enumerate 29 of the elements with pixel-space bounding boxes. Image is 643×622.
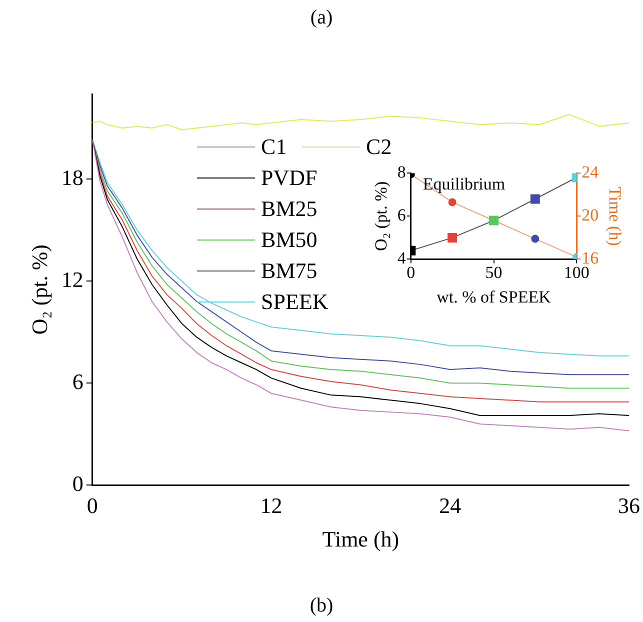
legend-label: SPEEK xyxy=(261,288,328,314)
legend-label: BM25 xyxy=(261,196,318,221)
x-axis-title: Time (h) xyxy=(322,526,400,552)
y-tick-label: 6 xyxy=(72,368,84,394)
y-axis-title: O₂ (pt. %) xyxy=(372,181,391,252)
text: (a) xyxy=(310,6,333,28)
x-tick-label: 50 xyxy=(485,262,502,282)
text: (b) xyxy=(310,594,334,616)
point xyxy=(530,194,540,204)
x-axis-title: wt. % of SPEEK xyxy=(436,287,552,306)
y-tick-label: 18 xyxy=(61,164,84,190)
y-tick-label: 4 xyxy=(397,248,406,268)
y-tick-label: 0 xyxy=(72,470,84,496)
y2-axis-title: Time (h) xyxy=(605,186,624,246)
y2-tick-label: 24 xyxy=(582,162,600,182)
legend-label: BM50 xyxy=(261,226,318,252)
x-tick-label: 12 xyxy=(260,493,282,518)
legend-label: C2 xyxy=(366,134,392,159)
point xyxy=(448,232,458,242)
legend-label: PVDF xyxy=(261,164,318,190)
y-axis-title: O₂ (pt. %) xyxy=(26,244,52,335)
x-tick-label: 24 xyxy=(439,493,462,518)
annotation: Equilibrium xyxy=(422,174,506,194)
legend-label: C1 xyxy=(261,134,287,159)
y2-tick-label: 20 xyxy=(582,206,599,225)
x-tick-label: 36 xyxy=(618,493,640,518)
y-tick-label: 8 xyxy=(397,162,406,182)
legend-label: BM75 xyxy=(261,258,318,283)
y-tick-label: 6 xyxy=(397,206,406,225)
